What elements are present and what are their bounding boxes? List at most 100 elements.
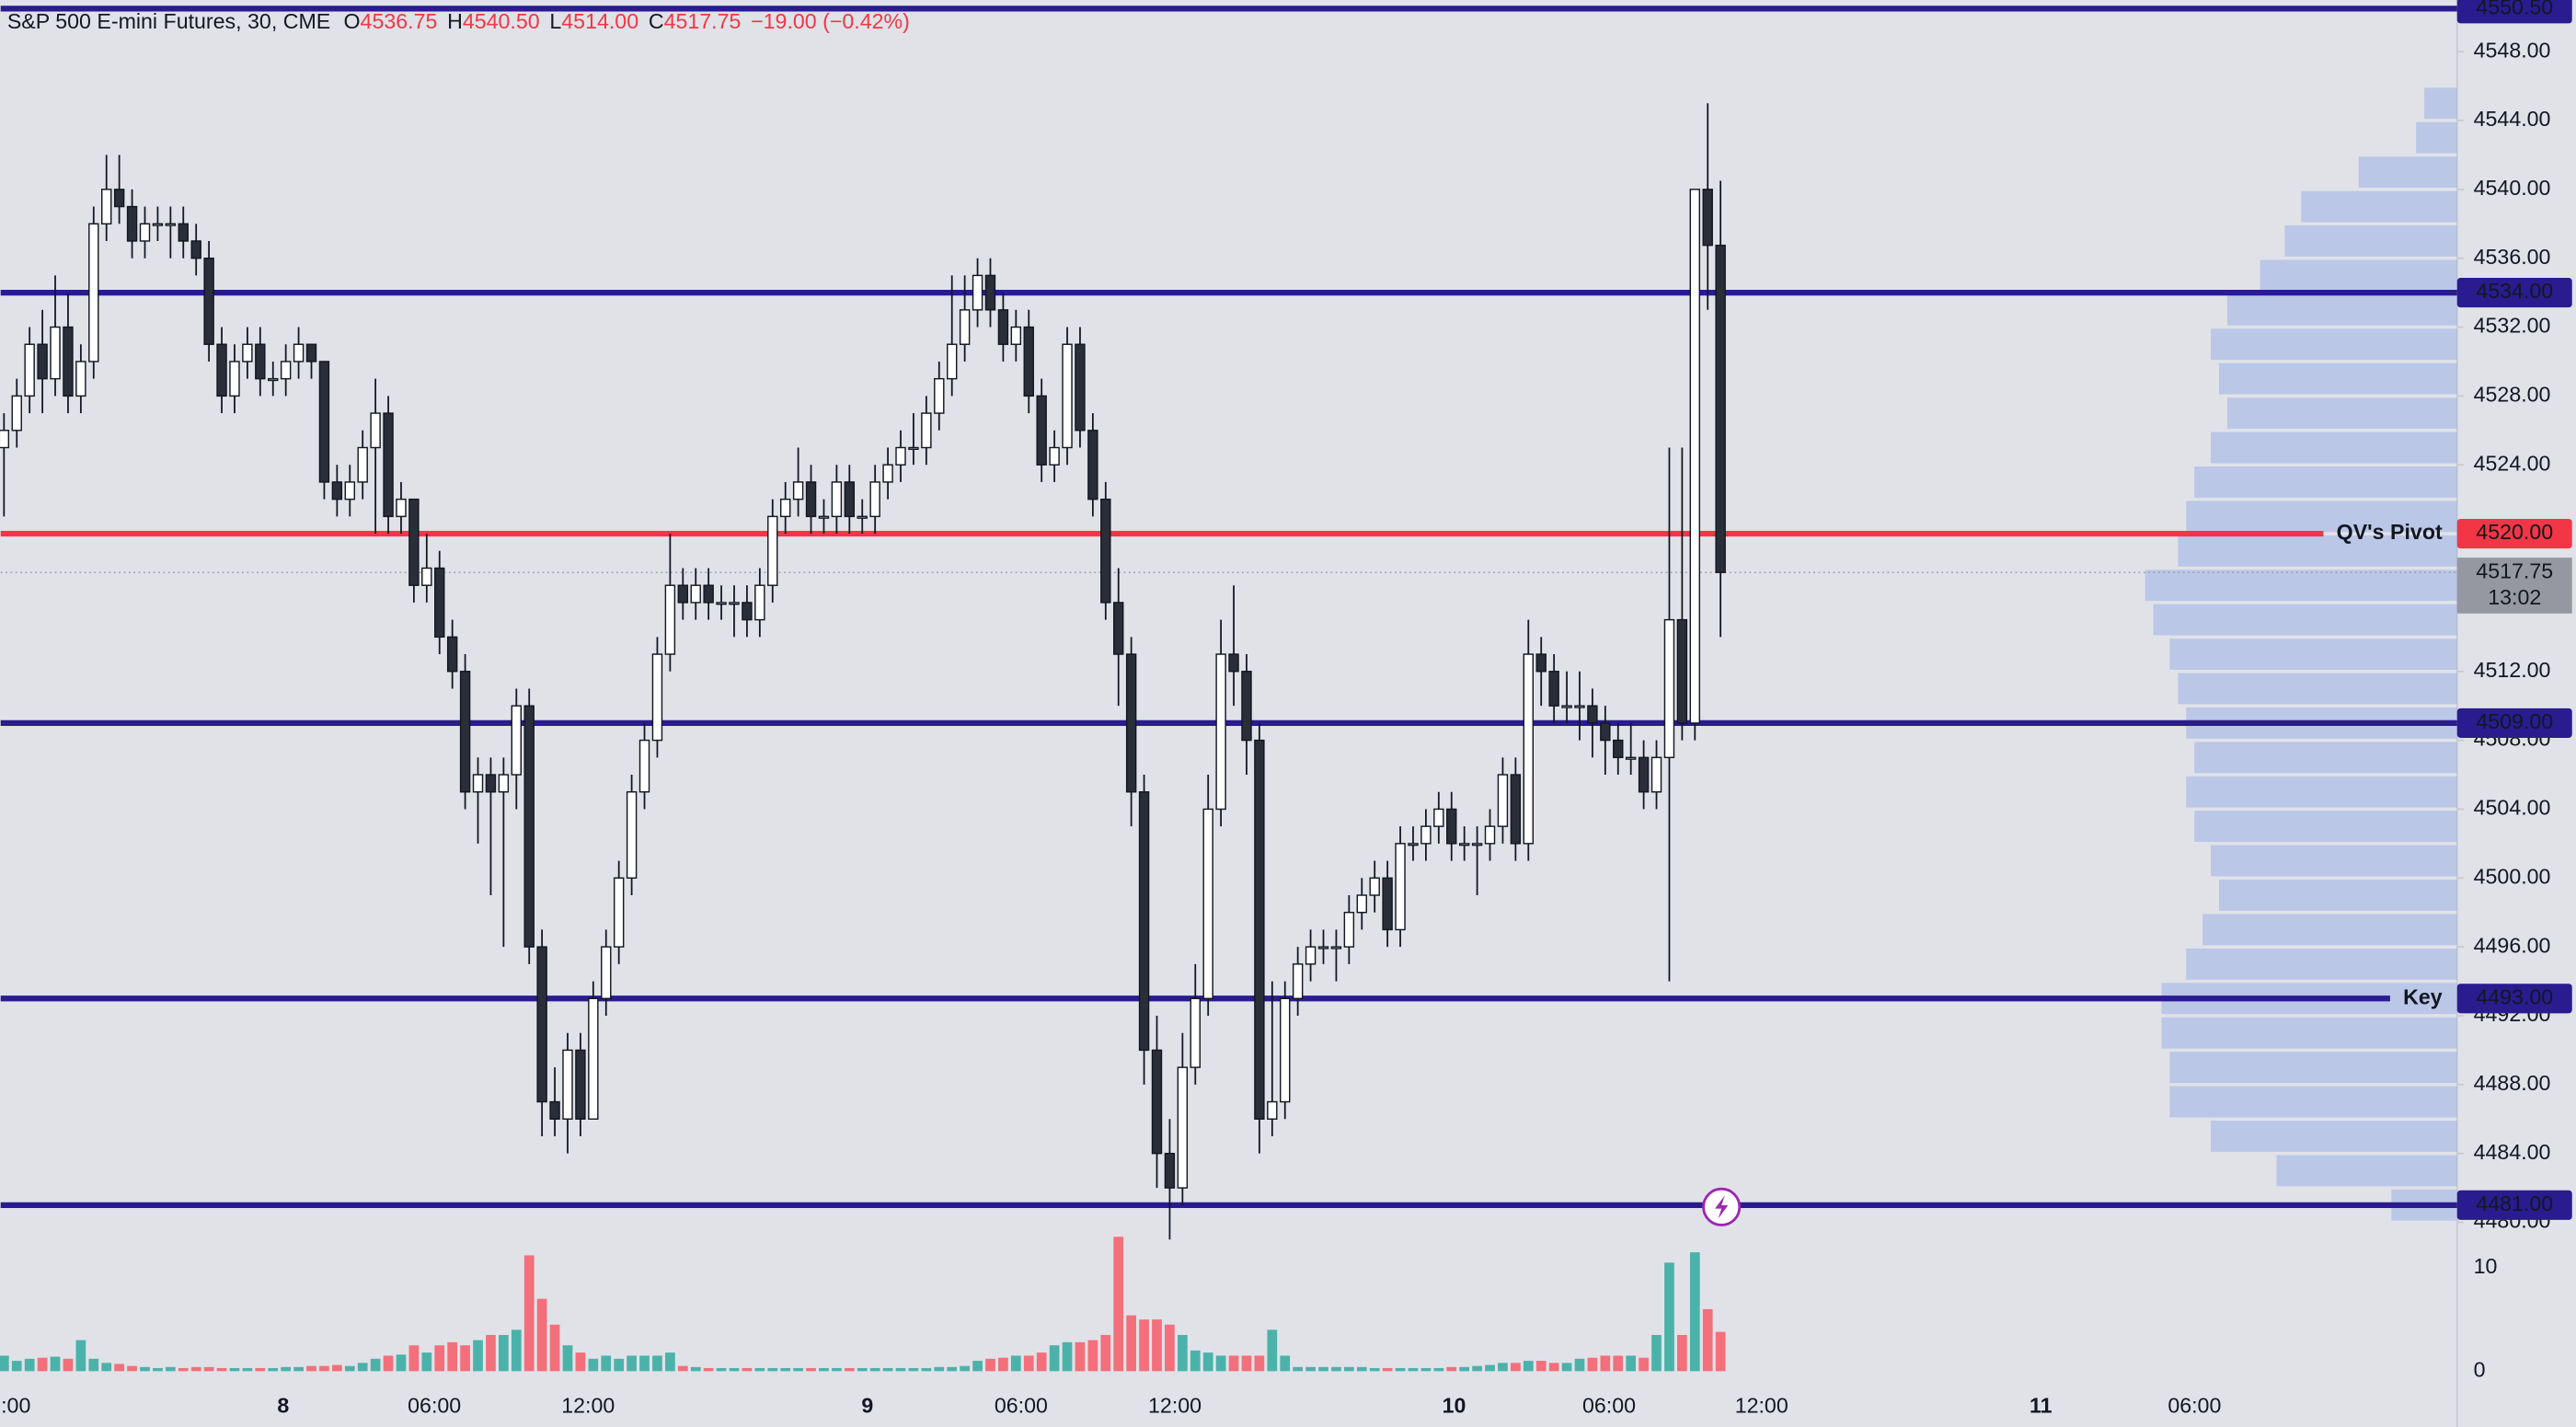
volume-bar bbox=[1498, 1363, 1508, 1372]
countdown-label: 13:02 bbox=[2488, 585, 2541, 609]
candle-body bbox=[113, 189, 125, 208]
volume-bar bbox=[754, 1367, 765, 1372]
volume-bar bbox=[1062, 1341, 1073, 1372]
candle-body bbox=[1113, 602, 1124, 655]
candle-body bbox=[754, 584, 765, 621]
level-axis-label: 4534.00 bbox=[2476, 279, 2553, 303]
volume-bar bbox=[1036, 1352, 1047, 1372]
candle-body bbox=[1600, 722, 1611, 742]
candle-body bbox=[408, 498, 420, 586]
level-axis-label: 4481.00 bbox=[2476, 1191, 2553, 1215]
candle-body bbox=[1574, 705, 1585, 708]
candle-body bbox=[1548, 671, 1559, 707]
volume-profile-bar bbox=[2161, 1017, 2457, 1049]
candle-body bbox=[1446, 808, 1457, 845]
candle-body bbox=[703, 584, 714, 604]
volume-profile-bar bbox=[2194, 811, 2457, 843]
volume-profile-bar bbox=[2186, 948, 2457, 980]
candle-body bbox=[792, 481, 804, 501]
volume-tick-label: 0 bbox=[2474, 1357, 2486, 1381]
candle-body bbox=[1523, 653, 1535, 845]
volume-bar bbox=[447, 1341, 458, 1372]
candle-body bbox=[908, 446, 919, 451]
candle-body bbox=[498, 774, 510, 793]
volume-bar bbox=[869, 1367, 880, 1372]
volume-bar bbox=[37, 1357, 48, 1372]
volume-profile-bar bbox=[2211, 845, 2457, 877]
volume-bar bbox=[127, 1365, 137, 1372]
volume-bar bbox=[690, 1366, 701, 1372]
volume-bar bbox=[1446, 1366, 1457, 1372]
candle-body bbox=[165, 223, 177, 226]
volume-bar bbox=[1331, 1366, 1341, 1372]
x-tick-label: 12:00 bbox=[0, 1394, 30, 1418]
candle-body bbox=[1535, 653, 1547, 673]
candle-body bbox=[664, 584, 676, 655]
candle-body bbox=[779, 498, 791, 518]
candle-body bbox=[229, 361, 240, 397]
volume-bar bbox=[140, 1366, 150, 1372]
candle-body bbox=[1676, 618, 1688, 724]
volume-bar bbox=[1152, 1319, 1162, 1372]
candle-body bbox=[613, 877, 625, 948]
volume-bar bbox=[1139, 1319, 1149, 1372]
candle-body bbox=[588, 997, 599, 1120]
volume-profile-bar bbox=[2178, 673, 2457, 705]
volume-profile-bar bbox=[2226, 397, 2457, 430]
candle-body bbox=[396, 498, 407, 518]
volume-bar bbox=[1689, 1252, 1700, 1372]
candle-body bbox=[1471, 843, 1483, 846]
x-tick-label: 06:00 bbox=[1582, 1394, 1636, 1418]
ohlc-key: H bbox=[447, 9, 463, 33]
volume-bar bbox=[396, 1354, 407, 1372]
candle-body bbox=[1228, 653, 1239, 673]
level-annotation: QV's Pivot bbox=[2337, 520, 2443, 544]
volume-bar bbox=[960, 1365, 970, 1372]
volume-bar bbox=[1587, 1357, 1598, 1372]
volume-bar bbox=[1664, 1262, 1674, 1372]
header: S&P 500 E-mini Futures, 30, CME O4536.75 H… bbox=[7, 9, 910, 33]
y-tick-label: 4544.00 bbox=[2474, 107, 2551, 131]
volume-bar bbox=[1639, 1357, 1649, 1372]
candle-body bbox=[575, 1049, 586, 1120]
candle-body bbox=[677, 584, 689, 604]
volume-bar bbox=[1254, 1355, 1265, 1372]
candle-body bbox=[959, 309, 971, 345]
candle-body bbox=[1125, 653, 1137, 793]
candle-body bbox=[1484, 825, 1496, 845]
candle-body bbox=[0, 430, 10, 449]
volume-profile-bar bbox=[2218, 363, 2457, 395]
volume-bar bbox=[460, 1345, 470, 1372]
volume-bar bbox=[255, 1367, 266, 1372]
volume-bar bbox=[1369, 1367, 1380, 1372]
volume-bar bbox=[24, 1358, 35, 1372]
x-tick-label: 06:00 bbox=[2168, 1394, 2221, 1418]
volume-bar bbox=[306, 1365, 316, 1372]
volume-bar bbox=[1535, 1361, 1547, 1372]
volume-profile-bar bbox=[2211, 328, 2457, 361]
volume-bar bbox=[1280, 1355, 1291, 1372]
volume-bar bbox=[895, 1367, 906, 1372]
volume-bar bbox=[627, 1355, 637, 1372]
candle-body bbox=[1280, 997, 1291, 1103]
candle-body bbox=[1663, 618, 1675, 759]
candle-body bbox=[1382, 877, 1393, 931]
volume-bar bbox=[203, 1366, 214, 1372]
candle-body bbox=[921, 412, 932, 449]
volume-bar bbox=[1677, 1334, 1687, 1372]
volume-bar bbox=[486, 1334, 496, 1372]
volume-bar bbox=[101, 1363, 112, 1372]
change-value: −19.00 (−0.42%) bbox=[751, 9, 910, 33]
candle-body bbox=[934, 377, 945, 414]
candle-body bbox=[882, 464, 893, 483]
candle-body bbox=[1305, 946, 1317, 965]
candle-body bbox=[1408, 843, 1419, 846]
candle-body bbox=[1138, 791, 1150, 1052]
volume-bar bbox=[1318, 1366, 1328, 1372]
volume-bar bbox=[742, 1367, 753, 1372]
level-annotation: Key bbox=[2403, 984, 2443, 1008]
volume-profile-bar bbox=[2169, 1052, 2457, 1084]
candle-body bbox=[549, 1100, 560, 1120]
volume-bar bbox=[1202, 1352, 1213, 1372]
volume-profile-bar bbox=[2358, 156, 2457, 189]
